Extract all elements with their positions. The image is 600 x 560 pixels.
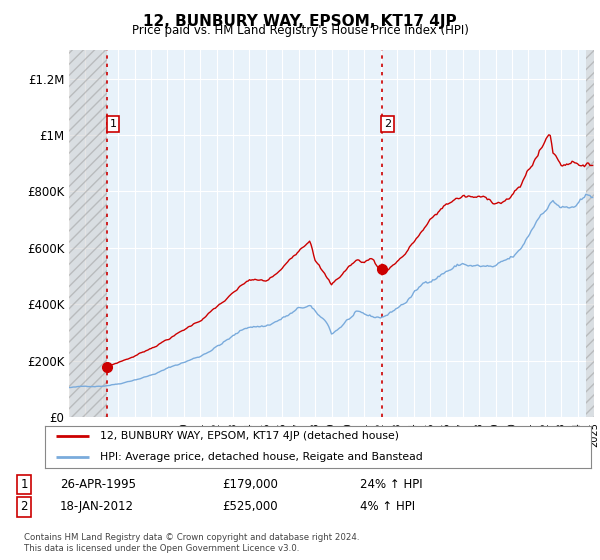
Text: Contains HM Land Registry data © Crown copyright and database right 2024.
This d: Contains HM Land Registry data © Crown c… xyxy=(24,533,359,553)
Text: 18-JAN-2012: 18-JAN-2012 xyxy=(60,500,134,514)
Text: 24% ↑ HPI: 24% ↑ HPI xyxy=(360,478,422,491)
Text: Price paid vs. HM Land Registry's House Price Index (HPI): Price paid vs. HM Land Registry's House … xyxy=(131,24,469,37)
Bar xyxy=(586,50,594,417)
Text: 4% ↑ HPI: 4% ↑ HPI xyxy=(360,500,415,514)
Text: HPI: Average price, detached house, Reigate and Banstead: HPI: Average price, detached house, Reig… xyxy=(100,452,422,462)
Text: 2: 2 xyxy=(384,119,391,129)
Text: 1: 1 xyxy=(20,478,28,491)
Text: 12, BUNBURY WAY, EPSOM, KT17 4JP (detached house): 12, BUNBURY WAY, EPSOM, KT17 4JP (detach… xyxy=(100,431,398,441)
Text: 1: 1 xyxy=(110,119,116,129)
Text: £525,000: £525,000 xyxy=(222,500,278,514)
Text: £179,000: £179,000 xyxy=(222,478,278,491)
Text: 12, BUNBURY WAY, EPSOM, KT17 4JP: 12, BUNBURY WAY, EPSOM, KT17 4JP xyxy=(143,14,457,29)
Bar xyxy=(69,50,107,417)
Text: 26-APR-1995: 26-APR-1995 xyxy=(60,478,136,491)
Text: 2: 2 xyxy=(20,500,28,514)
